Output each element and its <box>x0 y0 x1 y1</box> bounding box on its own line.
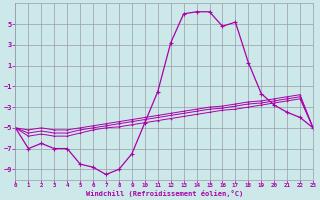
X-axis label: Windchill (Refroidissement éolien,°C): Windchill (Refroidissement éolien,°C) <box>86 190 243 197</box>
